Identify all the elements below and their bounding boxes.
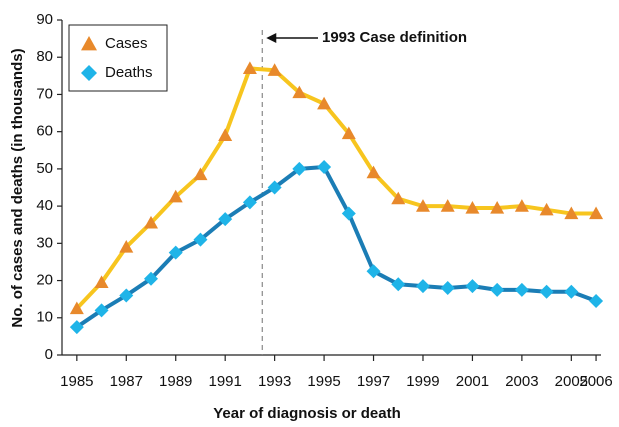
annotation-arrowhead	[266, 33, 277, 43]
y-axis-label: No. of cases and deaths (in thousands)	[9, 48, 26, 327]
y-tick-label: 90	[36, 11, 53, 28]
data-point	[193, 167, 208, 181]
x-tick-label: 1985	[60, 373, 93, 390]
data-point	[366, 165, 381, 179]
data-point	[440, 281, 455, 295]
x-tick-label: 2005	[555, 373, 588, 390]
data-point	[119, 288, 134, 303]
data-point	[539, 202, 554, 216]
y-tick-label: 40	[36, 197, 53, 214]
data-point	[564, 284, 579, 299]
data-point	[193, 232, 208, 247]
data-point	[514, 282, 529, 297]
y-tick-label: 70	[36, 85, 53, 102]
series-line	[75, 66, 597, 310]
data-point	[465, 200, 480, 214]
x-tick-label: 1993	[258, 373, 291, 390]
legend-box	[68, 24, 168, 92]
data-point	[242, 195, 257, 210]
data-point	[292, 85, 307, 99]
data-point	[218, 128, 233, 141]
data-point	[317, 96, 332, 110]
data-point	[490, 282, 505, 297]
y-tick-label: 60	[36, 123, 53, 140]
x-axis-label: Year of diagnosis or death	[213, 405, 401, 422]
data-point	[539, 284, 554, 299]
data-point	[144, 215, 159, 229]
data-point	[119, 240, 134, 253]
data-point	[94, 303, 109, 318]
annotation-text: 1993 Case definition	[322, 29, 467, 46]
series-line	[75, 165, 597, 329]
y-tick-label: 10	[36, 309, 53, 326]
data-point	[391, 191, 406, 205]
data-point	[366, 264, 381, 279]
data-point	[465, 279, 480, 294]
data-point	[440, 199, 455, 212]
data-point	[490, 200, 505, 214]
data-point	[267, 63, 282, 76]
data-point	[317, 160, 332, 175]
x-tick-label: 1987	[110, 373, 143, 390]
data-point	[218, 212, 233, 227]
data-point	[69, 301, 84, 315]
data-point	[514, 199, 529, 212]
data-point	[69, 320, 84, 335]
data-point	[391, 277, 406, 292]
y-tick-label: 20	[36, 272, 53, 289]
y-tick-label: 80	[36, 48, 53, 65]
x-tick-label: 1997	[357, 373, 390, 390]
data-point	[267, 180, 282, 195]
x-tick-label: 1999	[406, 373, 439, 390]
y-tick-label: 30	[36, 234, 53, 251]
x-tick-label: 2006	[579, 373, 612, 390]
legend-marker	[81, 36, 97, 51]
y-tick-label: 50	[36, 160, 53, 177]
data-point	[168, 245, 183, 260]
x-tick-label: 1991	[208, 373, 241, 390]
x-tick-label: 2003	[505, 373, 538, 390]
data-point	[168, 189, 183, 203]
data-point	[415, 279, 430, 294]
data-point	[341, 206, 356, 221]
data-point	[242, 61, 257, 74]
data-point	[589, 206, 604, 220]
legend-label: Deaths	[105, 64, 153, 81]
data-point	[292, 161, 307, 176]
data-point	[94, 275, 109, 289]
data-point	[564, 206, 579, 220]
data-point	[341, 126, 356, 140]
x-tick-label: 2001	[456, 373, 489, 390]
x-tick-label: 1989	[159, 373, 192, 390]
data-point	[415, 199, 430, 212]
legend-label: Cases	[105, 35, 148, 52]
legend-marker	[81, 65, 97, 81]
y-tick-label: 0	[45, 346, 53, 363]
x-tick-label: 1995	[307, 373, 340, 390]
data-point	[589, 294, 604, 309]
data-point	[144, 271, 159, 286]
